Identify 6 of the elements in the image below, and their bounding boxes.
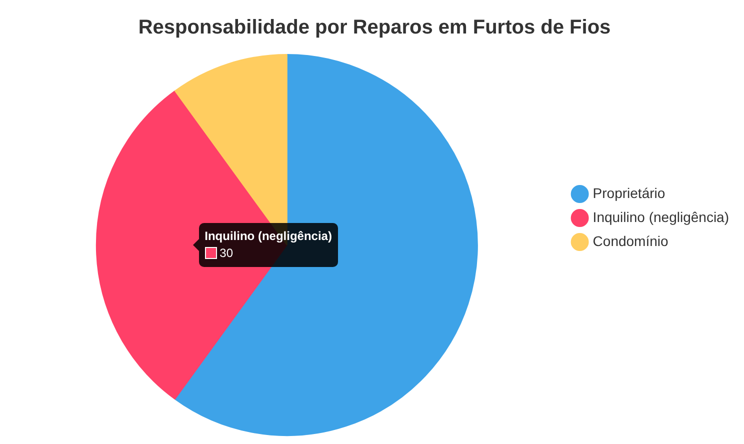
legend-label: Condomínio — [592, 232, 669, 249]
chart-title: Responsabilidade por Reparos em Furtos de Fios — [138, 16, 611, 39]
legend-label: Proprietário — [592, 184, 666, 201]
legend-label: Inquilino (negligência) — [592, 208, 730, 225]
slice-label: Inquilino (negligência) — [204, 228, 332, 244]
data-label: 30 — [220, 245, 233, 262]
